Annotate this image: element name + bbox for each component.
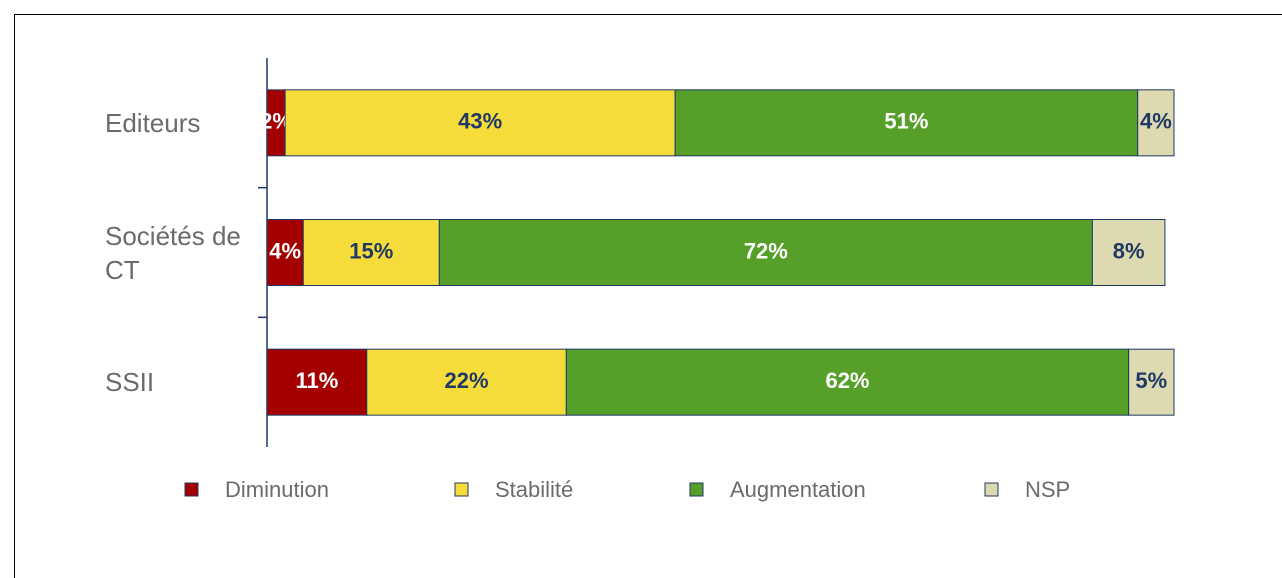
bar-segment <box>1091 219 1166 286</box>
value-label: 62% <box>825 368 869 393</box>
bar-segment <box>1128 348 1175 416</box>
legend-swatch <box>184 482 199 497</box>
legend-swatch <box>984 482 999 497</box>
category-label: Sociétés de CT <box>105 220 241 285</box>
value-label: 43% <box>458 109 502 134</box>
frame <box>14 14 1282 578</box>
category-label: SSII <box>105 367 155 398</box>
value-label: 51% <box>884 109 928 134</box>
bar-segment <box>438 219 1093 286</box>
legend-label: Diminution <box>225 477 329 502</box>
value-label: 4% <box>269 238 301 263</box>
bar-segment <box>674 89 1139 157</box>
value-label: 11% <box>295 368 338 393</box>
legend-swatch <box>689 482 704 497</box>
category-label-box: SSII <box>105 367 155 398</box>
value-label: 4% <box>1140 109 1172 134</box>
value-label: 8% <box>1113 238 1145 263</box>
bar-segment <box>366 348 567 416</box>
value-label: 22% <box>445 368 489 393</box>
bar-segment <box>1137 89 1175 157</box>
category-label: Editeurs <box>105 107 201 138</box>
bar-segment <box>266 219 304 286</box>
category-label-box: Editeurs <box>105 107 201 138</box>
legend-label: NSP <box>1025 477 1070 502</box>
value-label: 72% <box>744 238 788 263</box>
legend-label: Stabilité <box>495 477 573 502</box>
value-label: 15% <box>349 238 393 263</box>
bar-segment <box>302 219 440 286</box>
legend-swatch <box>454 482 469 497</box>
value-label: 5% <box>1135 368 1167 393</box>
bar-segment <box>266 348 368 416</box>
legend-label: Augmentation <box>730 477 866 502</box>
bar-segment <box>565 348 1130 416</box>
category-label-box: Sociétés de CT <box>105 220 241 285</box>
